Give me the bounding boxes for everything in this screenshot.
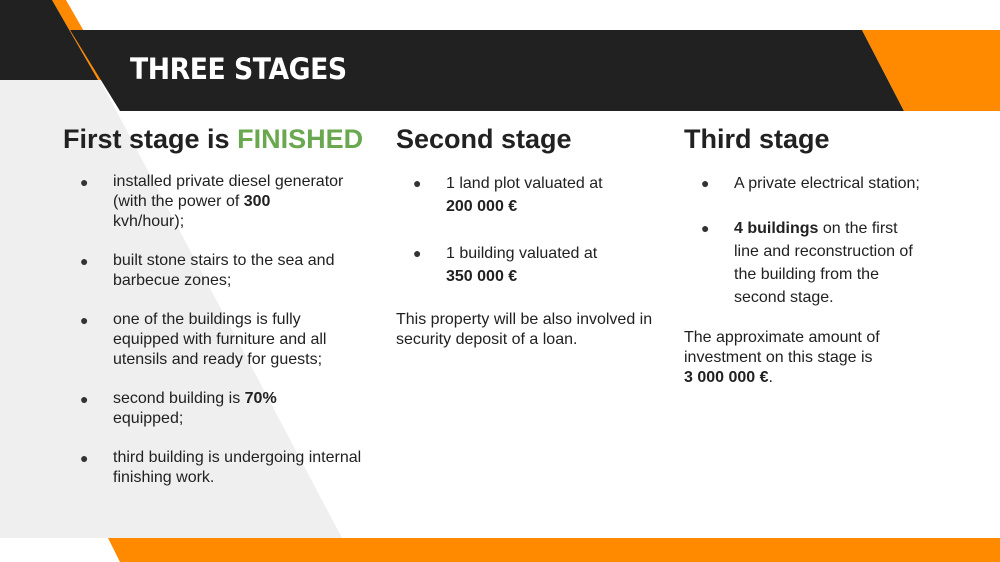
grey-panel	[0, 80, 342, 538]
bullet-icon: ●	[80, 253, 89, 269]
finished-label: FINISHED	[237, 124, 364, 154]
bullet-icon: ●	[701, 220, 710, 236]
list-item: ● built stone stairs to the sea and barb…	[80, 252, 335, 289]
list-item: ● 1 building valuated at 350 000 €	[396, 242, 666, 288]
bullet-icon: ●	[80, 391, 89, 407]
list-item: ● third building is undergoing internal …	[80, 449, 362, 486]
first-stage-heading: First stage is FINISHED	[63, 124, 364, 154]
title-banner	[70, 30, 904, 111]
bullet-icon: ●	[701, 175, 710, 191]
first-stage-list: ● installed private diesel generator (wi…	[63, 172, 363, 488]
loan-note: This property will be also involved in s…	[396, 311, 653, 348]
third-stage-column: Third stage ● A private electrical stati…	[684, 122, 984, 388]
black-top-left-corner	[0, 0, 98, 80]
list-item: ● installed private diesel generator (wi…	[80, 173, 344, 230]
second-stage-list: ● 1 land plot valuated at 200 000 € ● 1 b…	[396, 172, 666, 288]
list-item: ● second building is 70% equipped;	[80, 390, 277, 427]
bullet-icon: ●	[80, 174, 89, 190]
bullet-icon: ●	[80, 312, 89, 328]
second-stage-column: Second stage ● 1 land plot valuated at 20…	[396, 122, 666, 350]
slide-title: THREE STAGES	[130, 52, 347, 86]
list-item: ● one of the buildings is fully equipped…	[80, 311, 327, 368]
orange-right-accent	[862, 30, 1000, 111]
bullet-icon: ●	[413, 245, 422, 261]
list-item: ● A private electrical station;	[684, 172, 984, 195]
second-stage-heading: Second stage	[396, 124, 572, 154]
bullet-icon: ●	[413, 175, 422, 191]
third-stage-heading: Third stage	[684, 124, 830, 154]
list-item: ● 4 buildings on the first line and reco…	[684, 217, 914, 309]
third-stage-list: ● A private electrical station; ● 4 buil…	[684, 172, 984, 309]
investment-note: The approximate amount of investment on …	[684, 329, 880, 386]
list-item: ● 1 land plot valuated at 200 000 €	[396, 172, 666, 218]
first-stage-column: First stage is FINISHED ● installed priv…	[63, 122, 363, 507]
orange-bottom-bar	[108, 538, 1000, 562]
bullet-icon: ●	[80, 450, 89, 466]
